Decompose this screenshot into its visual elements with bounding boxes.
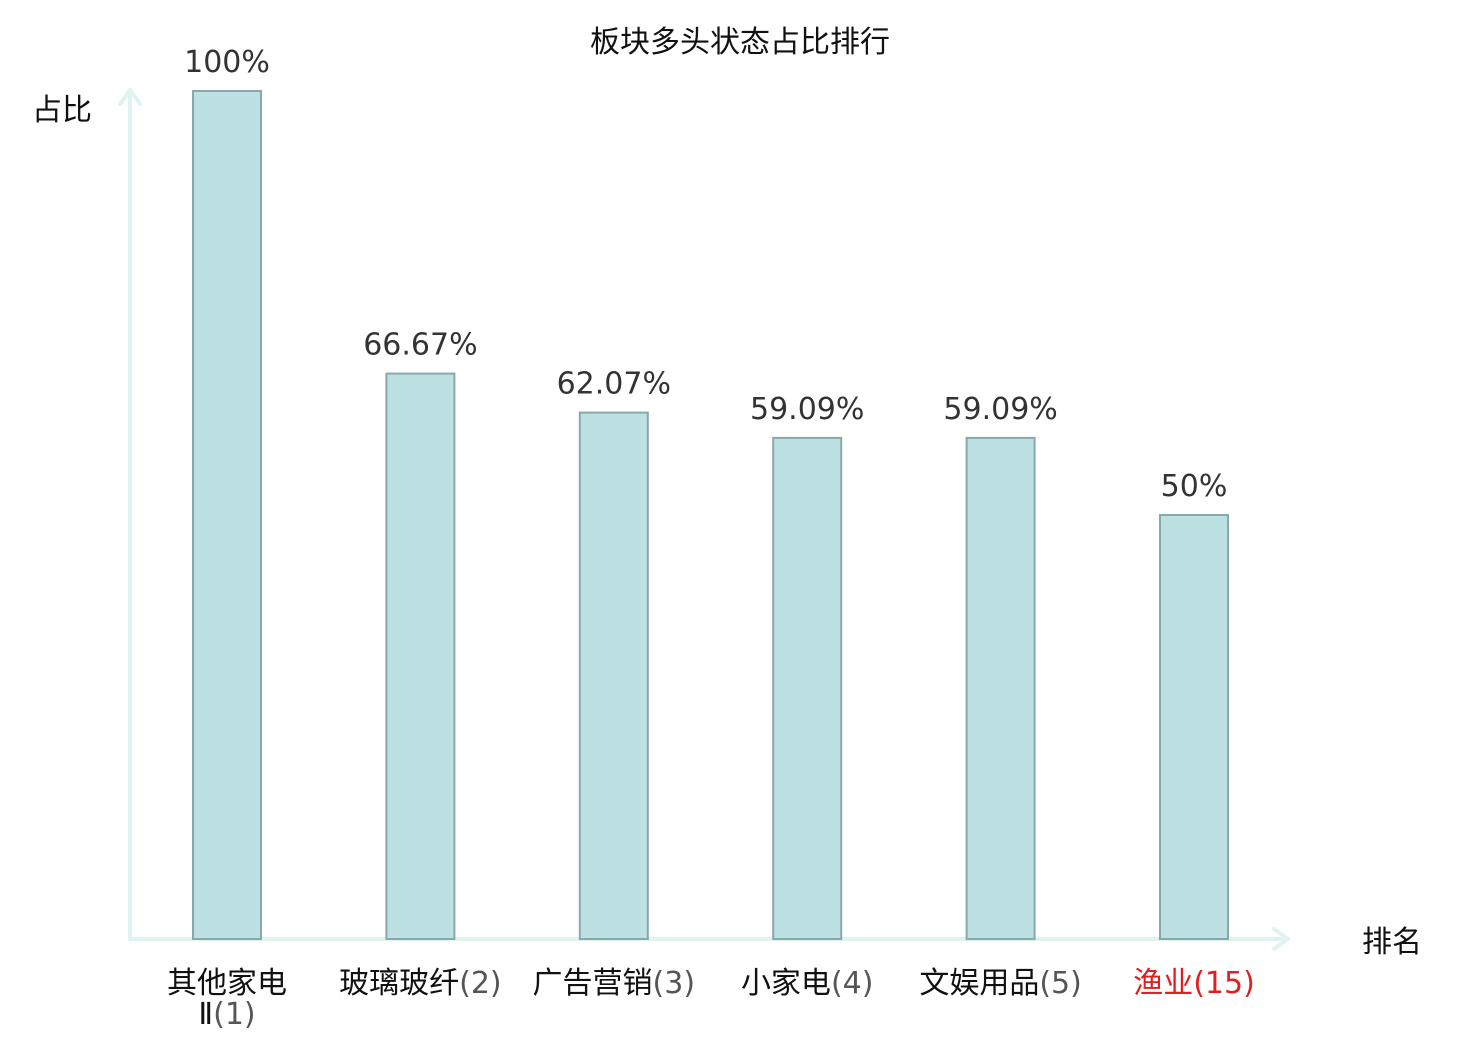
bar-value-label: 59.09% [750,392,864,427]
y-axis-arrow [118,88,142,106]
category-name: 广告营销 [533,966,653,1001]
category-label: 渔业(15) [1133,966,1255,1001]
bar [578,411,649,941]
category-label: 其他家电 Ⅱ(1) [167,966,287,1032]
y-axis-label: 占比 [32,93,92,128]
bar [965,436,1036,940]
category-label: 广告营销(3) [533,966,696,1001]
x-axis-arrow [1272,927,1290,951]
bar-value-label: 100% [184,45,270,80]
bar [1159,514,1229,940]
axes [118,88,1290,951]
category-name: 小家电 [741,966,831,1001]
category-label: 小家电(4) [741,966,874,1001]
category-labels-group: 其他家电 Ⅱ(1) 玻璃玻纤(2) 广告营销(3) 小家电(4) 文娱用品(5) 渔业(15… [167,966,1255,1032]
bar-value-label: 50% [1161,469,1228,504]
category-label: 文娱用品(5) [919,966,1082,1001]
category-name: 其他家电 [167,966,287,1001]
bar [192,90,262,940]
category-rank: (5) [1039,966,1082,1001]
category-rank: (4) [831,966,874,1001]
chart-title: 板块多头状态占比排行 [590,25,890,60]
category-name: Ⅱ [198,997,213,1032]
bar-value-label: 59.09% [943,392,1057,427]
bars-group [192,90,1229,941]
category-rank: (1) [213,997,256,1032]
category-name: 文娱用品 [919,966,1039,1001]
category-label: 玻璃玻纤(2) [339,966,502,1001]
value-labels-group: 100% 66.67% 62.07% 59.09% 59.09% 50% [184,45,1227,504]
category-rank: (3) [653,966,696,1001]
bar-value-label: 62.07% [557,367,671,402]
bar [772,436,843,940]
x-axis-label: 排名 [1362,925,1422,960]
bar-value-label: 66.67% [363,328,477,363]
category-rank: (2) [459,966,502,1001]
category-name: 渔业 [1133,966,1193,1001]
bar [385,372,456,941]
category-name: 玻璃玻纤 [339,966,459,1001]
category-rank: (15) [1193,966,1255,1001]
